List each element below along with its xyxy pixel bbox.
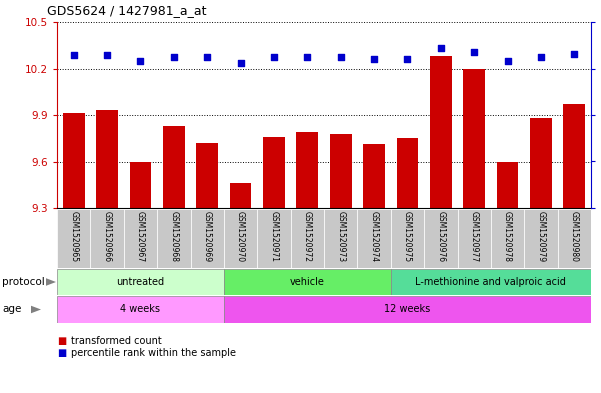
Bar	[124, 209, 157, 268]
Bar	[324, 209, 358, 268]
Bar	[130, 162, 151, 208]
Point	[369, 56, 379, 62]
Bar	[224, 296, 591, 323]
Bar	[430, 56, 452, 208]
Bar	[230, 183, 251, 208]
Polygon shape	[46, 278, 56, 286]
Point	[336, 54, 346, 61]
Text: GSM1520971: GSM1520971	[269, 211, 278, 262]
Point	[302, 54, 312, 61]
Bar	[224, 269, 391, 295]
Point	[469, 49, 479, 55]
Text: transformed count: transformed count	[71, 336, 162, 346]
Point	[269, 54, 279, 61]
Text: GSM1520976: GSM1520976	[436, 211, 445, 262]
Text: GSM1520968: GSM1520968	[169, 211, 178, 262]
Text: GSM1520977: GSM1520977	[470, 211, 478, 262]
Text: GSM1520975: GSM1520975	[403, 211, 412, 262]
Text: percentile rank within the sample: percentile rank within the sample	[71, 348, 236, 358]
Text: GSM1520965: GSM1520965	[69, 211, 78, 262]
Bar	[491, 209, 524, 268]
Bar	[564, 104, 585, 208]
Bar	[157, 209, 191, 268]
Text: GSM1520966: GSM1520966	[103, 211, 112, 262]
Bar	[424, 209, 457, 268]
Text: GSM1520978: GSM1520978	[503, 211, 512, 262]
Bar	[358, 209, 391, 268]
Bar	[524, 209, 558, 268]
Text: GSM1520979: GSM1520979	[537, 211, 546, 262]
Bar	[496, 162, 519, 208]
Bar	[257, 209, 291, 268]
Point	[203, 54, 212, 61]
Text: GSM1520972: GSM1520972	[303, 211, 312, 262]
Text: GSM1520970: GSM1520970	[236, 211, 245, 262]
Bar	[57, 269, 224, 295]
Bar	[330, 134, 352, 208]
Bar	[296, 132, 318, 208]
Bar	[57, 209, 90, 268]
Text: GSM1520973: GSM1520973	[336, 211, 345, 262]
Bar	[558, 209, 591, 268]
Point	[69, 52, 79, 59]
Point	[169, 54, 178, 61]
Bar	[163, 126, 185, 208]
Bar	[291, 209, 324, 268]
Bar	[391, 209, 424, 268]
Point	[403, 56, 412, 62]
Text: GSM1520969: GSM1520969	[203, 211, 212, 262]
Bar	[397, 138, 418, 208]
Point	[102, 52, 112, 59]
Text: 12 weeks: 12 weeks	[384, 305, 430, 314]
Bar	[463, 68, 485, 208]
Bar	[363, 145, 385, 208]
Bar	[57, 296, 224, 323]
Text: ■: ■	[57, 336, 66, 346]
Point	[570, 50, 579, 57]
Point	[136, 58, 145, 64]
Bar	[530, 118, 552, 208]
Text: ■: ■	[57, 348, 66, 358]
Point	[236, 60, 245, 66]
Bar	[191, 209, 224, 268]
Point	[503, 58, 513, 64]
Text: vehicle: vehicle	[290, 277, 325, 287]
Bar	[263, 137, 285, 208]
Text: 4 weeks: 4 weeks	[120, 305, 160, 314]
Text: GDS5624 / 1427981_a_at: GDS5624 / 1427981_a_at	[47, 4, 207, 17]
Point	[536, 54, 546, 61]
Bar	[457, 209, 491, 268]
Bar	[90, 209, 124, 268]
Bar	[63, 114, 85, 208]
Bar	[197, 143, 218, 208]
Text: age: age	[2, 305, 22, 314]
Bar	[391, 269, 591, 295]
Bar	[224, 209, 257, 268]
Text: GSM1520974: GSM1520974	[370, 211, 379, 262]
Text: protocol: protocol	[2, 277, 44, 287]
Text: untreated: untreated	[117, 277, 165, 287]
Text: L-methionine and valproic acid: L-methionine and valproic acid	[415, 277, 566, 287]
Text: GSM1520967: GSM1520967	[136, 211, 145, 262]
Bar	[96, 110, 118, 208]
Point	[436, 45, 445, 51]
Polygon shape	[31, 306, 41, 313]
Text: GSM1520980: GSM1520980	[570, 211, 579, 262]
